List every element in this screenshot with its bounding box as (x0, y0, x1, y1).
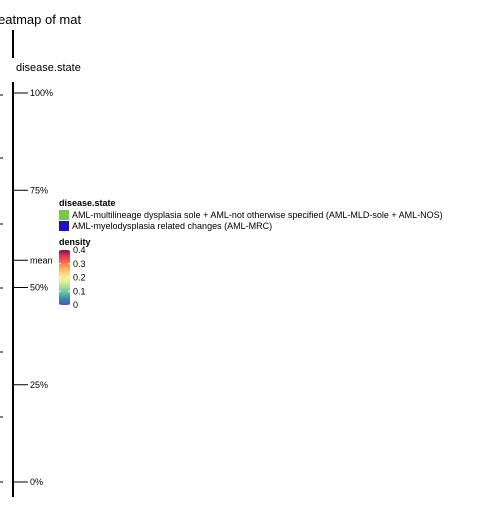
legend-swatch (59, 221, 69, 231)
axis-tick-label: mean (30, 255, 53, 265)
colorbar-label: 0 (73, 300, 78, 310)
axis-tick-label: 0% (30, 477, 43, 487)
legend-item-label: AML-multilineage dysplasia sole + AML-no… (72, 210, 443, 220)
clipped-left-ticks (0, 94, 3, 483)
colorbar-label: 0.1 (73, 286, 86, 296)
legend-swatch (59, 210, 69, 220)
legend-item-label: AML-myelodysplasia related changes (AML-… (72, 221, 272, 231)
axis-tick-label: 100% (30, 88, 53, 98)
axis-tick-label: 25% (30, 380, 48, 390)
density-colorbar (59, 250, 70, 305)
colorbar-label: 0.4 (73, 245, 86, 255)
axis-tick-label: 50% (30, 283, 48, 293)
annotation-label: disease.state (16, 62, 81, 74)
legend-title: disease.state (59, 198, 116, 208)
colorbar-label: 0.2 (73, 273, 86, 283)
density-axis: 100% 75% mean 50% 25% 0% (13, 88, 53, 487)
density-legend-title: density (59, 237, 91, 247)
chart-title: eatmap of mat (0, 12, 81, 27)
disease-state-legend: disease.state AML-multilineage dysplasia … (59, 198, 443, 231)
colorbar-label: 0.3 (73, 259, 86, 269)
axis-tick-label: 75% (30, 185, 48, 195)
